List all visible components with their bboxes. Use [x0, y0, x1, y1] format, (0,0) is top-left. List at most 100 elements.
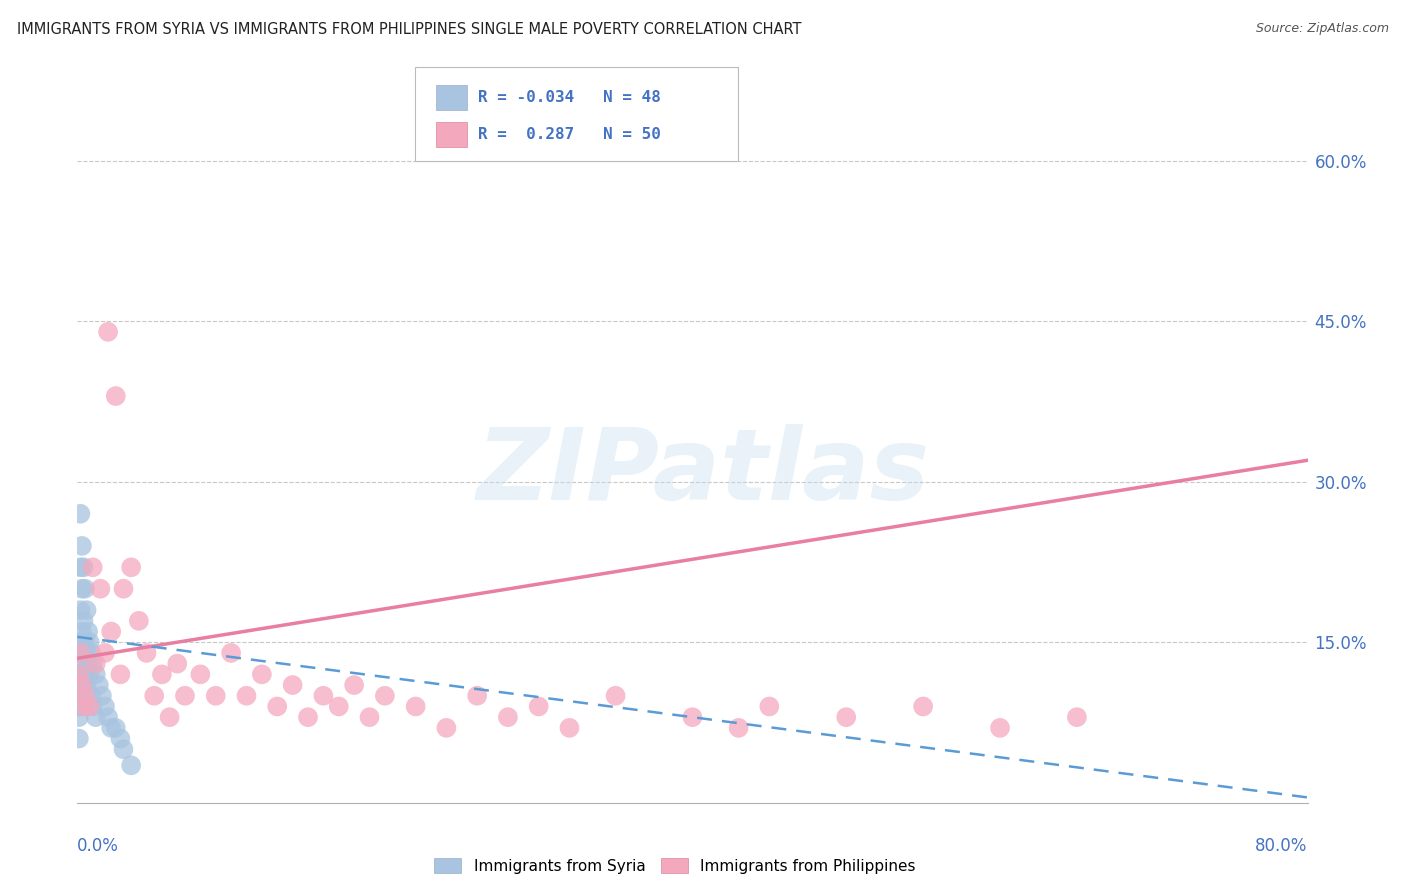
Point	[94, 699, 117, 714]
Point	[266, 699, 288, 714]
Point	[70, 657, 93, 671]
Point	[84, 657, 107, 671]
Point	[73, 635, 96, 649]
Point	[159, 710, 181, 724]
Point	[143, 689, 166, 703]
Point	[73, 582, 96, 596]
Point	[112, 742, 135, 756]
Point	[72, 699, 94, 714]
Point	[128, 614, 150, 628]
Point	[436, 721, 458, 735]
Point	[605, 689, 627, 703]
Point	[405, 699, 427, 714]
Point	[359, 710, 381, 724]
Point	[281, 678, 304, 692]
Point	[235, 689, 257, 703]
Point	[69, 699, 91, 714]
Point	[312, 689, 335, 703]
Point	[73, 667, 96, 681]
Point	[67, 667, 90, 681]
Point	[120, 560, 142, 574]
Point	[188, 667, 212, 681]
Point	[112, 582, 135, 596]
Text: Source: ZipAtlas.com: Source: ZipAtlas.com	[1256, 22, 1389, 36]
Point	[835, 710, 858, 724]
Point	[758, 699, 780, 714]
Point	[77, 657, 100, 671]
Point	[204, 689, 226, 703]
Point	[89, 582, 111, 596]
Point	[988, 721, 1011, 735]
Point	[94, 646, 117, 660]
Point	[79, 667, 101, 681]
Text: 80.0%: 80.0%	[1256, 837, 1308, 855]
Point	[70, 678, 93, 692]
Point	[69, 560, 91, 574]
Point	[67, 667, 90, 681]
Point	[100, 721, 122, 735]
Point	[250, 667, 273, 681]
Point	[166, 657, 188, 671]
Point	[80, 689, 103, 703]
Point	[84, 667, 107, 681]
Point	[328, 699, 350, 714]
Text: ZIPatlas: ZIPatlas	[477, 425, 929, 521]
Point	[110, 667, 132, 681]
Point	[67, 731, 90, 746]
Point	[72, 560, 94, 574]
Text: R =  0.287   N = 50: R = 0.287 N = 50	[478, 128, 661, 142]
Legend: Immigrants from Syria, Immigrants from Philippines: Immigrants from Syria, Immigrants from P…	[427, 852, 922, 880]
Point	[69, 603, 91, 617]
Point	[79, 635, 101, 649]
Point	[104, 389, 127, 403]
Point	[70, 539, 93, 553]
Point	[72, 646, 94, 660]
Point	[87, 678, 110, 692]
Point	[76, 678, 98, 692]
Point	[79, 699, 101, 714]
Point	[374, 689, 396, 703]
Point	[1066, 710, 1088, 724]
Point	[67, 699, 90, 714]
Point	[82, 657, 104, 671]
Point	[496, 710, 519, 724]
Point	[73, 689, 96, 703]
Point	[90, 689, 114, 703]
Point	[72, 678, 94, 692]
Point	[82, 699, 104, 714]
Point	[70, 689, 93, 703]
Point	[67, 646, 90, 660]
Point	[69, 507, 91, 521]
Point	[67, 689, 90, 703]
Text: 0.0%: 0.0%	[77, 837, 120, 855]
Point	[72, 614, 94, 628]
Point	[84, 710, 107, 724]
Text: R = -0.034   N = 48: R = -0.034 N = 48	[478, 90, 661, 104]
Point	[97, 325, 120, 339]
Point	[527, 699, 550, 714]
Point	[150, 667, 173, 681]
Point	[69, 667, 91, 681]
Point	[69, 635, 91, 649]
Point	[104, 721, 127, 735]
Point	[67, 678, 90, 692]
Point	[682, 710, 704, 724]
Point	[70, 582, 93, 596]
Point	[70, 624, 93, 639]
Point	[67, 710, 90, 724]
Point	[76, 646, 98, 660]
Point	[82, 560, 104, 574]
Point	[80, 646, 103, 660]
Point	[297, 710, 319, 724]
Point	[219, 646, 242, 660]
Point	[69, 646, 91, 660]
Point	[76, 603, 98, 617]
Text: IMMIGRANTS FROM SYRIA VS IMMIGRANTS FROM PHILIPPINES SINGLE MALE POVERTY CORRELA: IMMIGRANTS FROM SYRIA VS IMMIGRANTS FROM…	[17, 22, 801, 37]
Point	[912, 699, 935, 714]
Point	[343, 678, 366, 692]
Point	[558, 721, 581, 735]
Point	[97, 710, 120, 724]
Point	[465, 689, 488, 703]
Point	[135, 646, 157, 660]
Point	[67, 635, 90, 649]
